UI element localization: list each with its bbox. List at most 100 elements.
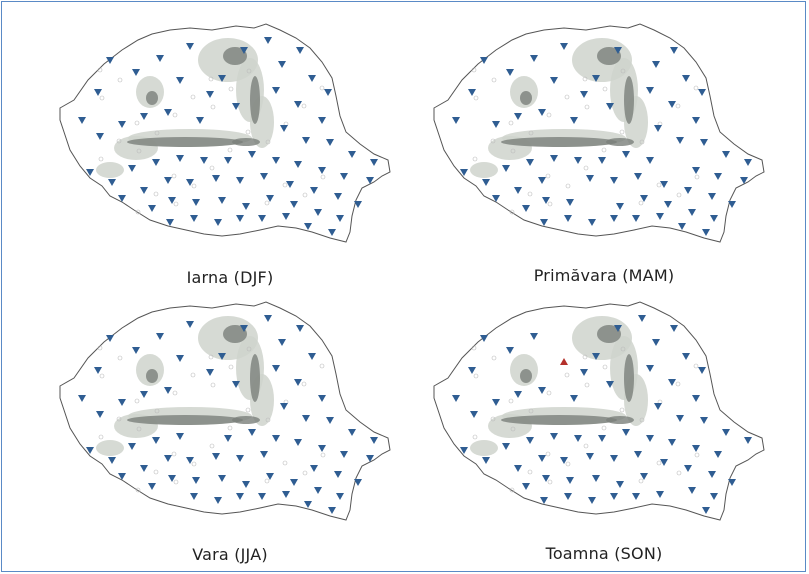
decrease-marker xyxy=(692,167,700,174)
decrease-marker xyxy=(340,173,348,180)
decrease-marker xyxy=(152,437,160,444)
decrease-marker xyxy=(692,117,700,124)
decrease-marker xyxy=(538,455,546,462)
decrease-marker xyxy=(598,157,606,164)
decrease-marker xyxy=(248,429,256,436)
decrease-marker xyxy=(294,439,302,446)
decrease-marker xyxy=(240,47,248,54)
decrease-marker xyxy=(566,477,574,484)
decrease-marker xyxy=(588,219,596,226)
station-markers xyxy=(78,315,378,514)
decrease-marker xyxy=(190,493,198,500)
decrease-marker xyxy=(744,437,752,444)
decrease-marker xyxy=(652,61,660,68)
decrease-marker xyxy=(328,229,336,236)
decrease-marker xyxy=(310,187,318,194)
decrease-marker xyxy=(542,475,550,482)
decrease-marker xyxy=(118,473,126,480)
decrease-marker xyxy=(492,195,500,202)
decrease-marker xyxy=(610,493,618,500)
decrease-marker xyxy=(538,109,546,116)
decrease-marker xyxy=(240,325,248,332)
decrease-marker xyxy=(78,117,86,124)
map-panel-autumn: Toamna (SON) xyxy=(414,298,794,573)
decrease-marker xyxy=(460,169,468,176)
decrease-marker xyxy=(302,137,310,144)
decrease-marker xyxy=(164,109,172,116)
decrease-marker xyxy=(564,493,572,500)
decrease-marker xyxy=(186,179,194,186)
decrease-marker xyxy=(480,57,488,64)
decrease-marker xyxy=(108,179,116,186)
decrease-marker xyxy=(688,209,696,216)
decrease-marker xyxy=(264,37,272,44)
decrease-marker xyxy=(232,381,240,388)
decrease-marker xyxy=(148,205,156,212)
decrease-marker xyxy=(326,417,334,424)
decrease-marker xyxy=(482,179,490,186)
panel-caption: Primăvara (MAM) xyxy=(533,266,675,285)
decrease-marker xyxy=(340,451,348,458)
decrease-marker xyxy=(280,125,288,132)
station-markers xyxy=(452,43,752,236)
map-base xyxy=(59,23,391,243)
decrease-marker xyxy=(452,395,460,402)
decrease-marker xyxy=(232,103,240,110)
decrease-marker xyxy=(156,333,164,340)
decrease-marker xyxy=(530,55,538,62)
decrease-marker xyxy=(370,437,378,444)
decrease-marker xyxy=(654,125,662,132)
decrease-marker xyxy=(506,347,514,354)
decrease-marker xyxy=(366,455,374,462)
decrease-marker xyxy=(294,379,302,386)
decrease-marker xyxy=(570,395,578,402)
decrease-marker xyxy=(560,457,568,464)
decrease-marker xyxy=(308,75,316,82)
decrease-marker xyxy=(86,447,94,454)
decrease-marker xyxy=(492,121,500,128)
decrease-marker xyxy=(236,177,244,184)
decrease-marker xyxy=(272,435,280,442)
decrease-marker xyxy=(550,433,558,440)
decrease-marker xyxy=(348,151,356,158)
decrease-marker xyxy=(96,133,104,140)
decrease-marker xyxy=(370,159,378,166)
decrease-marker xyxy=(616,481,624,488)
decrease-marker xyxy=(678,223,686,230)
decrease-marker xyxy=(140,391,148,398)
decrease-marker xyxy=(586,175,594,182)
decrease-marker xyxy=(702,507,710,514)
decrease-marker xyxy=(334,193,342,200)
decrease-marker xyxy=(348,429,356,436)
decrease-marker xyxy=(218,197,226,204)
decrease-marker xyxy=(214,219,222,226)
decrease-marker xyxy=(304,501,312,508)
map-panel-winter: Iarna (DJF) xyxy=(40,20,420,295)
decrease-marker xyxy=(132,69,140,76)
decrease-marker xyxy=(290,479,298,486)
decrease-marker xyxy=(282,213,290,220)
decrease-marker xyxy=(236,493,244,500)
decrease-marker xyxy=(108,457,116,464)
decrease-marker xyxy=(614,47,622,54)
decrease-marker xyxy=(260,173,268,180)
decrease-marker xyxy=(526,159,534,166)
non-significant-stations xyxy=(471,345,700,493)
decrease-marker xyxy=(200,157,208,164)
decrease-marker xyxy=(336,493,344,500)
decrease-marker xyxy=(470,411,478,418)
decrease-marker xyxy=(688,487,696,494)
decrease-marker xyxy=(656,213,664,220)
decrease-marker xyxy=(152,159,160,166)
mountain-relief xyxy=(470,316,648,456)
decrease-marker xyxy=(296,325,304,332)
decrease-marker xyxy=(290,201,298,208)
decrease-marker xyxy=(314,487,322,494)
decrease-marker xyxy=(646,365,654,372)
decrease-marker xyxy=(206,369,214,376)
decrease-marker xyxy=(206,91,214,98)
decrease-marker xyxy=(610,177,618,184)
decrease-marker xyxy=(212,175,220,182)
decrease-marker xyxy=(550,77,558,84)
decrease-marker xyxy=(670,325,678,332)
